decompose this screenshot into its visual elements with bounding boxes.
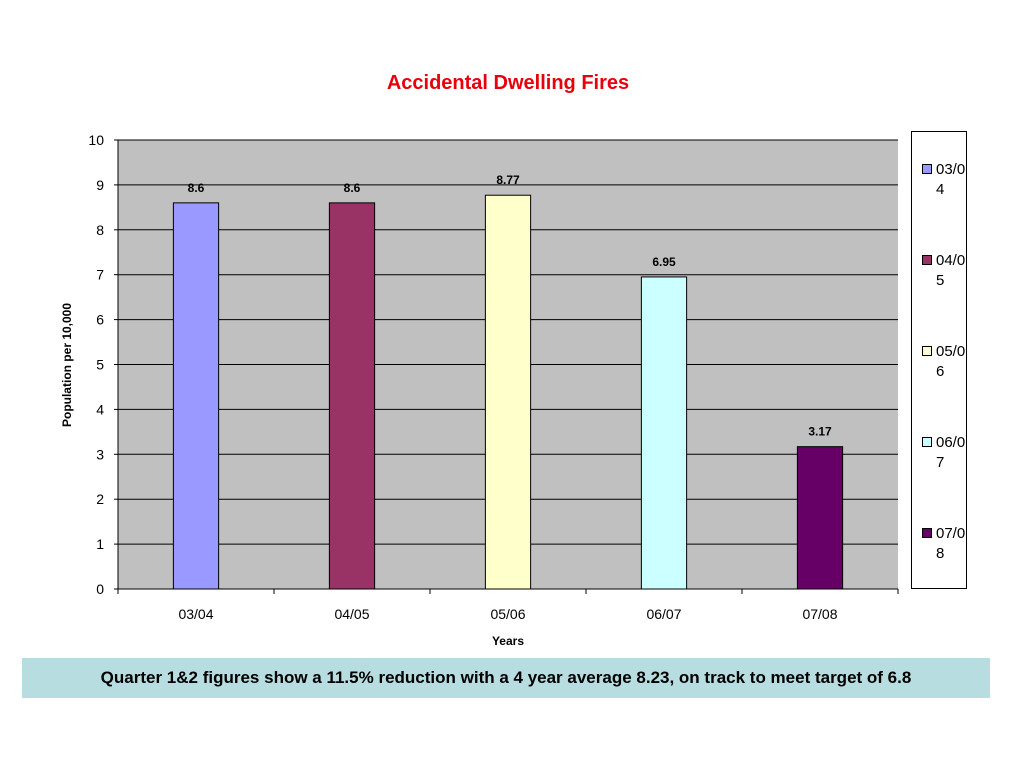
- legend-label: 05/06: [936, 343, 966, 380]
- y-tick-label: 3: [96, 446, 104, 462]
- bar-chart: 0 1 2 3 4 5 6 7 8 9 10 03/04 04/05 05/06 06/07 07/08 8…: [60, 132, 899, 648]
- y-tick-label: 6: [96, 312, 104, 328]
- axes: [114, 139, 899, 594]
- bar: [796, 446, 844, 590]
- chart-title: Accidental Dwelling Fires: [386, 72, 630, 94]
- x-tick-label: 06/07: [646, 606, 681, 622]
- y-tick-label: 7: [96, 267, 104, 283]
- data-labels: 8.6 8.6 8.77 6.95 3.17: [188, 173, 832, 438]
- data-label: 8.6: [344, 181, 361, 195]
- bar: [640, 276, 688, 590]
- x-tick-label: 04/05: [334, 606, 369, 622]
- legend-label: 06/07: [936, 434, 966, 471]
- legend-label: 04/05: [936, 252, 966, 289]
- data-label: 3.17: [808, 425, 832, 439]
- x-tick-label: 03/04: [178, 606, 213, 622]
- x-tick-labels: 03/04 04/05 05/06 06/07 07/08: [178, 606, 837, 622]
- bars: [172, 194, 844, 590]
- legend-swatch: [922, 528, 932, 538]
- legend-label: 07/08: [936, 525, 966, 562]
- y-axis-title: Population per 10,000: [60, 303, 74, 427]
- y-tick-label: 0: [96, 581, 104, 597]
- footer-banner: Quarter 1&2 figures show a 11.5% reducti…: [22, 658, 990, 698]
- y-tick-label: 4: [96, 401, 104, 417]
- y-tick-label: 2: [96, 491, 104, 507]
- y-tick-label: 5: [96, 357, 104, 373]
- y-tick-labels: 0 1 2 3 4 5 6 7 8 9 10: [88, 132, 104, 597]
- legend-swatch: [922, 255, 932, 265]
- bar: [328, 202, 376, 590]
- y-tick-label: 8: [96, 222, 104, 238]
- data-label: 8.6: [188, 181, 205, 195]
- legend-swatch: [922, 164, 932, 174]
- data-label: 8.77: [496, 173, 520, 187]
- x-axis-title: Years: [492, 634, 524, 648]
- legend-swatch: [922, 437, 932, 447]
- legend-swatch: [922, 346, 932, 356]
- y-tick-label: 1: [96, 536, 104, 552]
- legend: 03/04 04/05 05/06 06/07 07/08: [911, 131, 967, 589]
- bar: [484, 194, 532, 590]
- legend-label: 03/04: [936, 161, 966, 198]
- y-tick-label: 9: [96, 177, 104, 193]
- x-tick-label: 05/06: [490, 606, 525, 622]
- bar: [172, 202, 220, 590]
- y-tick-label: 10: [88, 132, 104, 148]
- data-label: 6.95: [652, 255, 676, 269]
- x-tick-label: 07/08: [802, 606, 837, 622]
